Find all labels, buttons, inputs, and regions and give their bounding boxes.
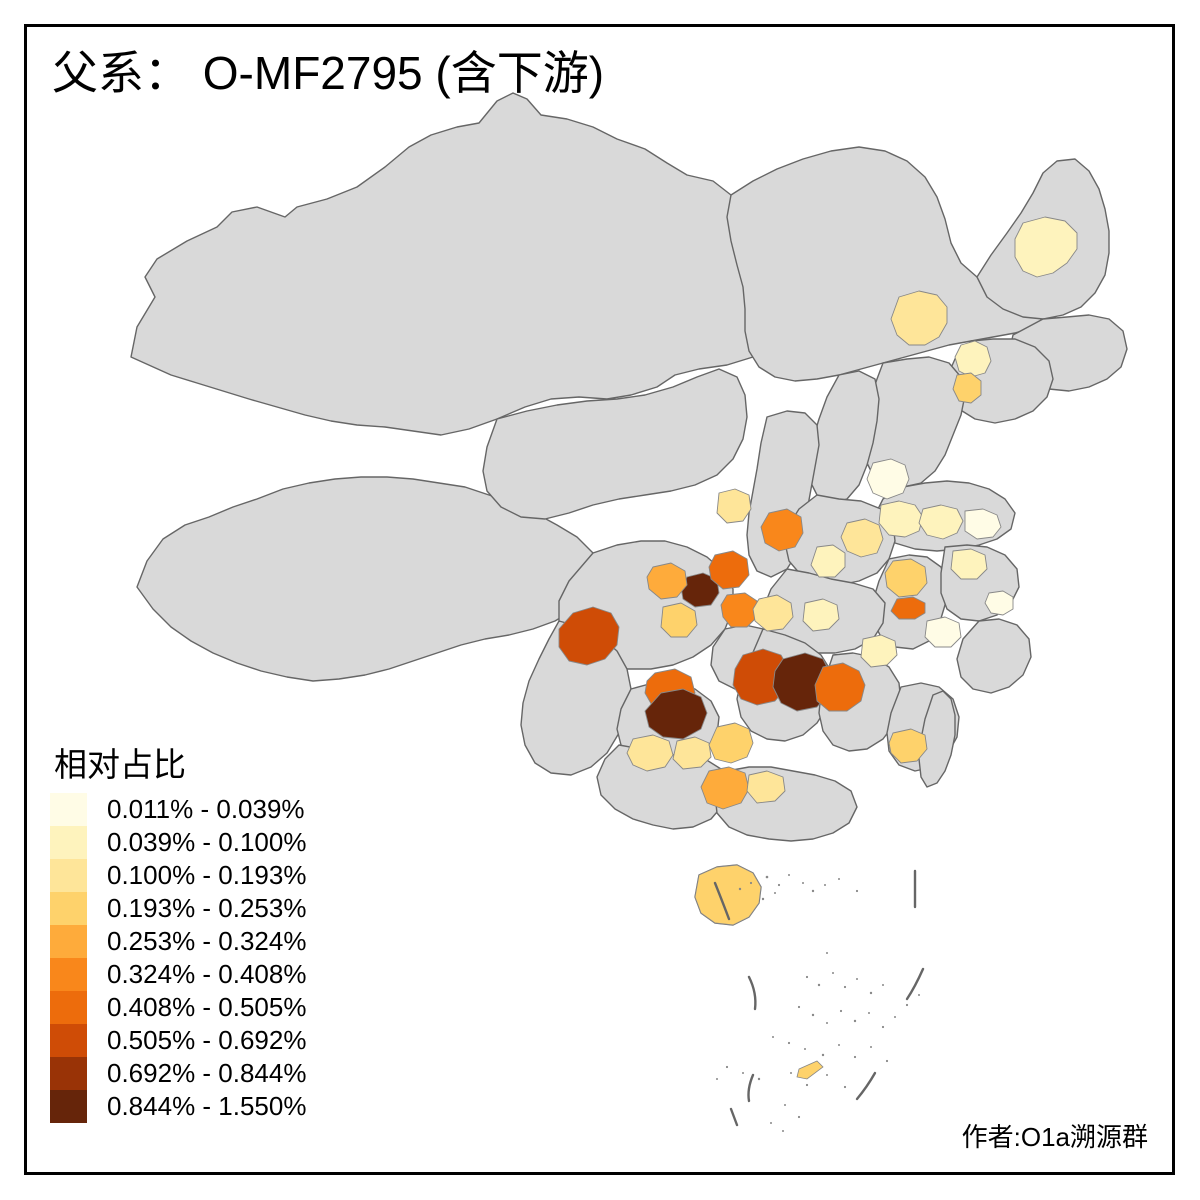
- region-shandong-west: [878, 500, 924, 538]
- legend-row: 0.408% - 0.505%: [50, 990, 380, 1024]
- legend-label: 0.692% - 0.844%: [107, 1057, 307, 1088]
- region-heilongjiang-east: [1014, 216, 1078, 278]
- legend-rows: 0.011% - 0.039% 0.039% - 0.100% 0.100% - 0…: [50, 792, 380, 1123]
- author-credit: 作者:O1a溯源群: [961, 1122, 1148, 1152]
- legend-label: 0.253% - 0.324%: [107, 925, 307, 956]
- region-henan-south: [810, 544, 846, 578]
- region-jiangxi-north: [860, 634, 898, 668]
- legend-swatch: [50, 858, 87, 892]
- region-hainan: [694, 864, 762, 926]
- region-gansu-south: [716, 488, 752, 524]
- region-jiangsu-south: [924, 616, 962, 648]
- legend-swatch: [50, 891, 87, 925]
- region-hubei-west: [752, 594, 794, 632]
- legend-label: 0.505% - 0.692%: [107, 1024, 307, 1055]
- legend-swatch: [50, 957, 87, 991]
- legend-label: 0.844% - 1.550%: [107, 1090, 307, 1121]
- region-jilin-central: [890, 290, 948, 346]
- region-hebei-north: [866, 458, 910, 500]
- legend-row: 0.011% - 0.039%: [50, 792, 380, 826]
- colored-prefectures: [558, 216, 1078, 926]
- legend-swatch: [50, 825, 87, 859]
- legend-swatch: [50, 924, 87, 958]
- region-sichuan-central: [646, 562, 688, 600]
- south-china-sea-islands: [716, 874, 920, 1132]
- map-svg: [130, 92, 1128, 1132]
- legend-row: 0.193% - 0.253%: [50, 891, 380, 925]
- legend-row: 0.039% - 0.100%: [50, 825, 380, 859]
- province-qinghai: [482, 368, 748, 520]
- province-zhejiang: [956, 618, 1032, 694]
- legend-swatch: [50, 1089, 87, 1123]
- region-liaoning-east: [954, 340, 992, 378]
- region-sichuan-south: [660, 602, 698, 638]
- legend-swatch: [50, 990, 87, 1024]
- region-guizhou-central: [644, 688, 708, 740]
- legend-swatch: [50, 1056, 87, 1090]
- region-shandong-central: [918, 504, 964, 540]
- legend-row: 0.505% - 0.692%: [50, 1023, 380, 1057]
- legend-label: 0.193% - 0.253%: [107, 892, 307, 923]
- region-guangdong-west: [700, 766, 750, 810]
- legend-row: 0.692% - 0.844%: [50, 1056, 380, 1090]
- legend-label: 0.039% - 0.100%: [107, 826, 307, 857]
- legend-row: 0.844% - 1.550%: [50, 1089, 380, 1123]
- legend-label: 0.408% - 0.505%: [107, 991, 307, 1022]
- region-hubei-east: [802, 598, 840, 632]
- legend: 相对占比 0.011% - 0.039% 0.039% - 0.100% 0.100…: [50, 746, 380, 1123]
- island-nansha-colored: [796, 1060, 824, 1080]
- region-guangdong-central: [746, 770, 786, 804]
- region-guizhou-east: [672, 736, 712, 770]
- region-shandong-coast: [964, 508, 1002, 540]
- legend-swatch: [50, 1023, 87, 1057]
- region-shaanxi-south: [760, 508, 804, 552]
- china-choropleth-map: [27, 27, 1172, 1172]
- region-henan-east: [840, 518, 884, 558]
- legend-row: 0.253% - 0.324%: [50, 924, 380, 958]
- legend-title: 相对占比: [54, 746, 186, 783]
- region-fujian-south: [888, 728, 928, 764]
- region-jiangsu-north: [950, 548, 988, 580]
- region-shanghai: [984, 590, 1014, 616]
- legend-row: 0.100% - 0.193%: [50, 858, 380, 892]
- legend-swatch: [50, 792, 87, 826]
- region-anhui-central: [890, 596, 926, 620]
- region-yunnan-northeast: [558, 606, 620, 666]
- region-hunan-south: [814, 662, 866, 712]
- region-guangxi-north: [626, 734, 674, 772]
- legend-label: 0.011% - 0.039%: [107, 793, 305, 824]
- page-title: 父系： O-MF2795 (含下游): [52, 47, 605, 99]
- legend-label: 0.324% - 0.408%: [107, 958, 307, 989]
- region-guangxi-east: [708, 722, 754, 764]
- legend-label: 0.100% - 0.193%: [107, 859, 307, 890]
- region-sichuan-east: [708, 550, 750, 590]
- nine-dash-line: [713, 869, 925, 1127]
- region-anhui-north: [884, 558, 928, 598]
- region-chongqing: [720, 592, 758, 628]
- legend-row: 0.324% - 0.408%: [50, 957, 380, 991]
- region-liaoning-south: [952, 372, 982, 404]
